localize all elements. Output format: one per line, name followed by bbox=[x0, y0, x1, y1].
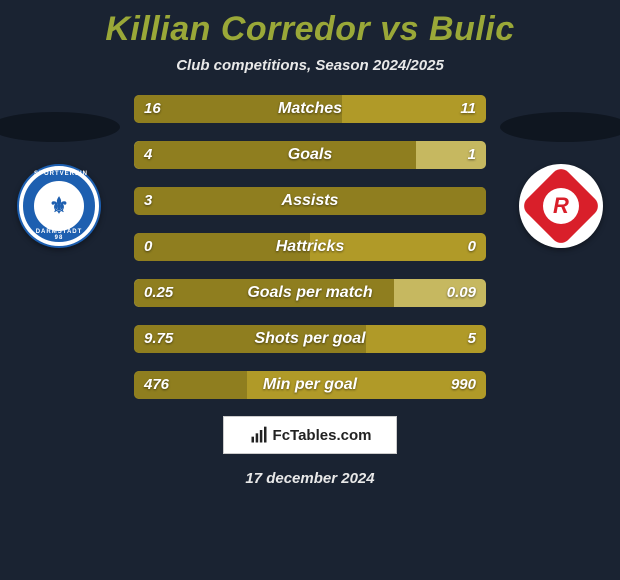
comparison-content: SPORTVEREIN ⚜ DARMSTADT 98 R Matches1611… bbox=[0, 94, 620, 400]
stat-row-min-per-goal: Min per goal476 990 bbox=[133, 370, 487, 400]
stat-value-left: 0 bbox=[144, 233, 152, 261]
stat-value-right: 5 bbox=[468, 325, 476, 353]
brand-link[interactable]: FcTables.com bbox=[223, 416, 397, 454]
stat-row-shots-per-goal: Shots per goal9.75 5 bbox=[133, 324, 487, 354]
left-team-badge: SPORTVEREIN ⚜ DARMSTADT 98 bbox=[17, 164, 101, 248]
lily-icon: ⚜ bbox=[49, 193, 69, 219]
stat-label: Matches bbox=[134, 95, 486, 123]
stat-value-right: 0 bbox=[468, 233, 476, 261]
stat-value-left: 3 bbox=[144, 187, 152, 215]
stat-label: Assists bbox=[134, 187, 486, 215]
stat-value-left: 9.75 bbox=[144, 325, 173, 353]
left-badge-text-top: SPORTVEREIN bbox=[34, 171, 84, 177]
stat-value-left: 4 bbox=[144, 141, 152, 169]
date-label: 17 december 2024 bbox=[0, 470, 620, 487]
player-left-shadow bbox=[0, 112, 120, 142]
brand-text: FcTables.com bbox=[273, 427, 372, 444]
stat-bars: Matches16 11 Goals4 1 Assists3 Hattricks0 0 Goa… bbox=[133, 94, 487, 400]
stat-value-left: 476 bbox=[144, 371, 169, 399]
stat-value-right: 0.09 bbox=[447, 279, 476, 307]
right-badge-letter: R bbox=[553, 193, 569, 219]
stat-label: Shots per goal bbox=[134, 325, 486, 353]
stat-row-goals-per-match: Goals per match0.25 0.09 bbox=[133, 278, 487, 308]
right-team-badge: R bbox=[519, 164, 603, 248]
stat-row-goals: Goals4 1 bbox=[133, 140, 487, 170]
stat-row-matches: Matches16 11 bbox=[133, 94, 487, 124]
left-badge-text-bottom: DARMSTADT 98 bbox=[34, 229, 84, 241]
stat-label: Hattricks bbox=[134, 233, 486, 261]
chart-icon bbox=[249, 425, 269, 445]
stat-row-hattricks: Hattricks0 0 bbox=[133, 232, 487, 262]
page-title: Killian Corredor vs Bulic bbox=[0, 0, 620, 49]
stat-value-right: 11 bbox=[460, 95, 476, 123]
stat-value-right: 990 bbox=[451, 371, 476, 399]
stat-value-right: 1 bbox=[468, 141, 476, 169]
stat-value-left: 16 bbox=[144, 95, 161, 123]
stat-label: Goals bbox=[134, 141, 486, 169]
stat-value-left: 0.25 bbox=[144, 279, 173, 307]
stat-label: Goals per match bbox=[134, 279, 486, 307]
player-right-shadow bbox=[500, 112, 620, 142]
stat-row-assists: Assists3 bbox=[133, 186, 487, 216]
stat-label: Min per goal bbox=[134, 371, 486, 399]
page-subtitle: Club competitions, Season 2024/2025 bbox=[0, 57, 620, 74]
